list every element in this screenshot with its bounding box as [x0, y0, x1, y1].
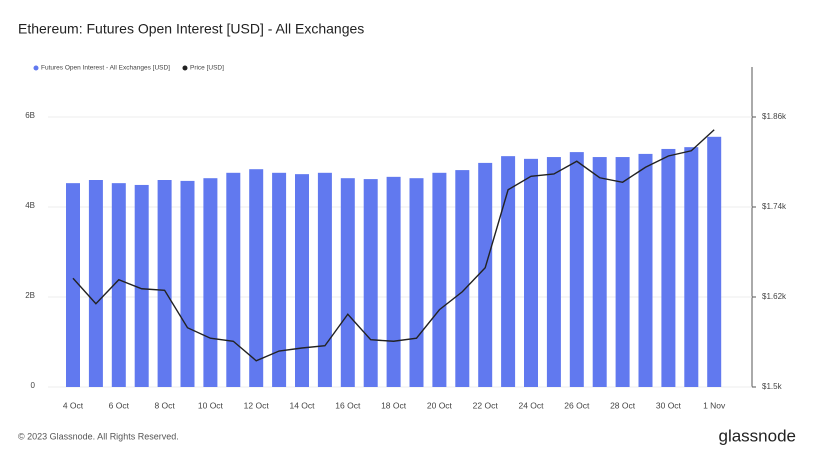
x-tick-label: 22 Oct	[473, 400, 499, 410]
x-tick-label: 6 Oct	[109, 400, 130, 410]
bar	[180, 180, 195, 387]
bar	[524, 158, 538, 387]
y-tick-label: 2B	[25, 291, 35, 300]
legend-label: Futures Open Interest - All Exchanges [U…	[41, 65, 170, 72]
x-tick-label: 28 Oct	[610, 400, 636, 410]
bar	[409, 178, 424, 387]
x-tick-label: 8 Oct	[154, 400, 175, 410]
bar	[134, 184, 149, 387]
legend-swatch	[33, 65, 39, 71]
chart-title: Ethereum: Futures Open Interest [USD] - …	[18, 21, 364, 37]
bar	[478, 162, 493, 387]
bar	[111, 183, 126, 387]
y-tick-label: 4B	[25, 201, 35, 210]
y-tick-label: 0	[31, 381, 36, 390]
bar	[455, 170, 470, 387]
bar	[569, 152, 584, 387]
bar	[615, 157, 630, 387]
bar	[592, 157, 607, 387]
y-tick-label: 6B	[25, 111, 35, 120]
y2-tick-label: $1.5k	[762, 382, 783, 391]
bar	[203, 178, 218, 387]
x-tick-label: 30 Oct	[656, 400, 682, 410]
bar	[684, 147, 699, 387]
bar	[661, 148, 676, 387]
bar	[317, 172, 332, 387]
legend-swatch	[182, 65, 188, 71]
bar	[386, 176, 401, 387]
y2-tick-label: $1.86k	[762, 112, 787, 121]
bar	[249, 169, 264, 387]
y2-tick-label: $1.74k	[762, 202, 787, 211]
x-tick-label: 12 Oct	[244, 400, 270, 410]
bar	[295, 174, 309, 387]
x-tick-label: 4 Oct	[63, 400, 84, 410]
x-tick-label: 10 Oct	[198, 400, 224, 410]
footer: © 2023 Glassnode. All Rights Reserved.	[18, 431, 179, 441]
bar	[638, 153, 653, 387]
x-tick-label: 16 Oct	[335, 400, 361, 410]
bar	[272, 172, 287, 387]
bar	[66, 183, 80, 387]
bar	[546, 157, 561, 387]
x-tick-label: 14 Oct	[289, 400, 315, 410]
legend-label: Price [USD]	[190, 65, 224, 72]
bar	[88, 180, 103, 387]
bar	[363, 179, 378, 387]
brand: glassnode	[718, 426, 796, 445]
bar	[707, 136, 722, 387]
price-line	[72, 129, 715, 362]
bar	[226, 172, 241, 387]
bar	[157, 180, 172, 387]
bar	[501, 156, 516, 387]
x-tick-label: 24 Oct	[518, 400, 544, 410]
bar	[340, 178, 355, 387]
x-tick-label: 20 Oct	[427, 400, 453, 410]
bar	[432, 172, 447, 387]
x-tick-label: 1 Nov	[703, 400, 726, 410]
x-tick-label: 26 Oct	[564, 400, 590, 410]
x-tick-label: 18 Oct	[381, 400, 407, 410]
y2-tick-label: $1.62k	[762, 292, 787, 301]
